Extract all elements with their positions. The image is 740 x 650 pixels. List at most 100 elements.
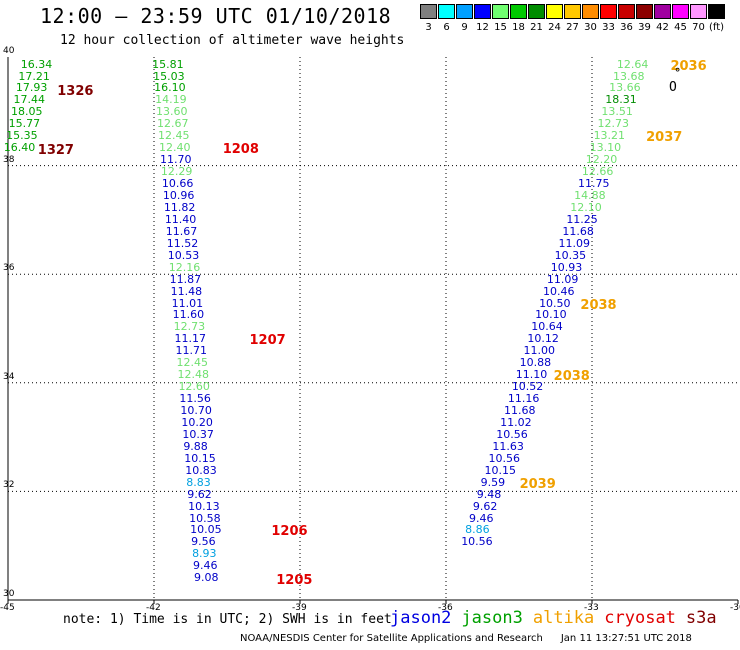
orbit-number-label: 2038 (580, 297, 617, 313)
wave-height-value: 8.93 (192, 547, 217, 561)
wave-height-value: 9.46 (468, 511, 494, 525)
lon-tick-label: -39 (292, 603, 307, 613)
wave-height-value: 15.35 (6, 129, 38, 143)
scale-label: 42 (656, 22, 669, 33)
wave-height-value: 18.05 (11, 105, 43, 119)
scale-swatch (690, 4, 707, 19)
wave-height-value: 11.48 (170, 284, 203, 298)
wave-height-value: 10.64 (531, 320, 563, 334)
wave-height-value: 11.82 (163, 200, 196, 214)
footer-source: NOAA/NESDIS Center for Satellite Applica… (240, 633, 543, 644)
wave-height-value: 10.88 (519, 356, 552, 370)
wave-height-value: 12.45 (158, 129, 190, 143)
legend-item-cryosat: cryosat (604, 608, 676, 628)
wave-height-value: 10.66 (161, 177, 194, 191)
wave-height-value: 10.96 (162, 189, 195, 202)
wave-height-value: 8.83 (186, 475, 211, 489)
wave-height-value: 11.56 (179, 392, 211, 406)
orbit-number-label: 2039 (519, 476, 556, 492)
wave-height-value: 9.48 (476, 487, 502, 501)
wave-height-value: 11.68 (504, 404, 536, 418)
scale-label: 6 (443, 22, 450, 33)
wave-height-value: 10.58 (189, 511, 221, 525)
wave-height-value: 13.10 (589, 141, 622, 155)
wave-height-value: 12.60 (178, 380, 210, 394)
scale-swatch (528, 4, 545, 19)
wave-height-value: 9.46 (193, 559, 218, 573)
wave-height-value: 12.48 (177, 368, 209, 382)
lat-tick-label: 40 (3, 46, 15, 56)
wave-height-value: 10.15 (184, 451, 216, 465)
wave-height-value: 11.40 (164, 212, 197, 226)
scale-swatch (492, 4, 509, 19)
scale-label: 21 (530, 22, 543, 33)
island-marker-small: ° (674, 66, 682, 80)
lon-tick-label: -42 (146, 603, 161, 613)
wave-height-value: 11.09 (546, 272, 579, 286)
wave-height-value: 12.73 (597, 117, 629, 131)
wave-height-value: 13.51 (601, 105, 633, 119)
scale-swatch (582, 4, 599, 19)
map-title: 12:00 – 23:59 UTC 01/10/2018 (40, 4, 392, 28)
wave-height-value: 12.40 (158, 141, 191, 155)
wave-height-value: 11.68 (562, 224, 594, 238)
wave-height-value: 10.70 (180, 404, 212, 418)
footnote: note: 1) Time is in UTC; 2) SWH is in fe… (63, 612, 392, 627)
scale-swatch (654, 4, 671, 19)
wave-height-value: 8.86 (465, 523, 490, 537)
lon-tick-label: -36 (438, 603, 453, 613)
scale-swatch (474, 4, 491, 19)
scale-label: 30 (584, 22, 597, 33)
island-marker-large: O (669, 80, 677, 95)
scale-swatch (510, 4, 527, 19)
wave-height-value: 10.56 (488, 451, 520, 465)
scale-label: 33 (602, 22, 615, 33)
lat-tick-label: 32 (3, 480, 15, 491)
scale-swatch (672, 4, 689, 19)
wave-height-value: 13.21 (593, 129, 626, 143)
wave-height-value: 10.83 (185, 463, 217, 477)
scale-label: 45 (674, 22, 687, 33)
wave-height-value: 16.10 (154, 81, 186, 95)
orbit-number-label: 2038 (553, 369, 590, 385)
orbit-number-label: 2036 (670, 58, 707, 74)
wave-height-value: 12.67 (157, 117, 189, 131)
wave-height-value: 9.62 (187, 487, 212, 501)
footer: NOAA/NESDIS Center for Satellite Applica… (240, 633, 692, 644)
scale-swatch (420, 4, 437, 19)
scale-label: 3 (425, 22, 432, 33)
wave-height-value: 12.66 (581, 165, 614, 179)
wave-height-value: 10.50 (539, 296, 571, 310)
lon-tick-label: -45 (0, 603, 15, 613)
wave-height-value: 11.60 (172, 308, 205, 322)
scale-label: 70 (692, 22, 705, 33)
wave-height-value: 15.81 (152, 57, 184, 71)
wave-height-value: 12.29 (160, 165, 193, 179)
wave-height-value: 10.15 (484, 463, 517, 477)
wave-height-value: 11.01 (171, 296, 204, 310)
legend-item-s3a: s3a (685, 608, 717, 628)
scale-swatch (636, 4, 653, 19)
scale-swatch (600, 4, 617, 19)
wave-height-value: 9.08 (194, 571, 219, 585)
wave-height-value: 17.93 (15, 81, 48, 95)
orbit-number-label: 1208 (222, 142, 259, 158)
scale-swatch (618, 4, 635, 19)
wave-height-value: 12.10 (570, 200, 602, 214)
wave-height-value: 12.20 (585, 153, 618, 167)
wave-height-value: 17.44 (13, 93, 45, 107)
wave-height-value: 9.59 (480, 475, 506, 489)
wave-height-value: 12.73 (173, 320, 206, 334)
scale-label: 12 (476, 22, 489, 33)
wave-height-value: 11.09 (558, 236, 591, 250)
wave-height-value: 10.37 (182, 427, 214, 441)
lat-tick-label: 30 (3, 589, 15, 599)
scale-label: 39 (638, 22, 651, 33)
wave-height-value: 11.25 (566, 212, 598, 226)
wave-height-value: 11.17 (174, 332, 207, 346)
scale-label: (ft) (708, 22, 725, 33)
wave-height-value: 10.05 (190, 523, 222, 537)
wave-height-value: 11.52 (166, 236, 199, 250)
